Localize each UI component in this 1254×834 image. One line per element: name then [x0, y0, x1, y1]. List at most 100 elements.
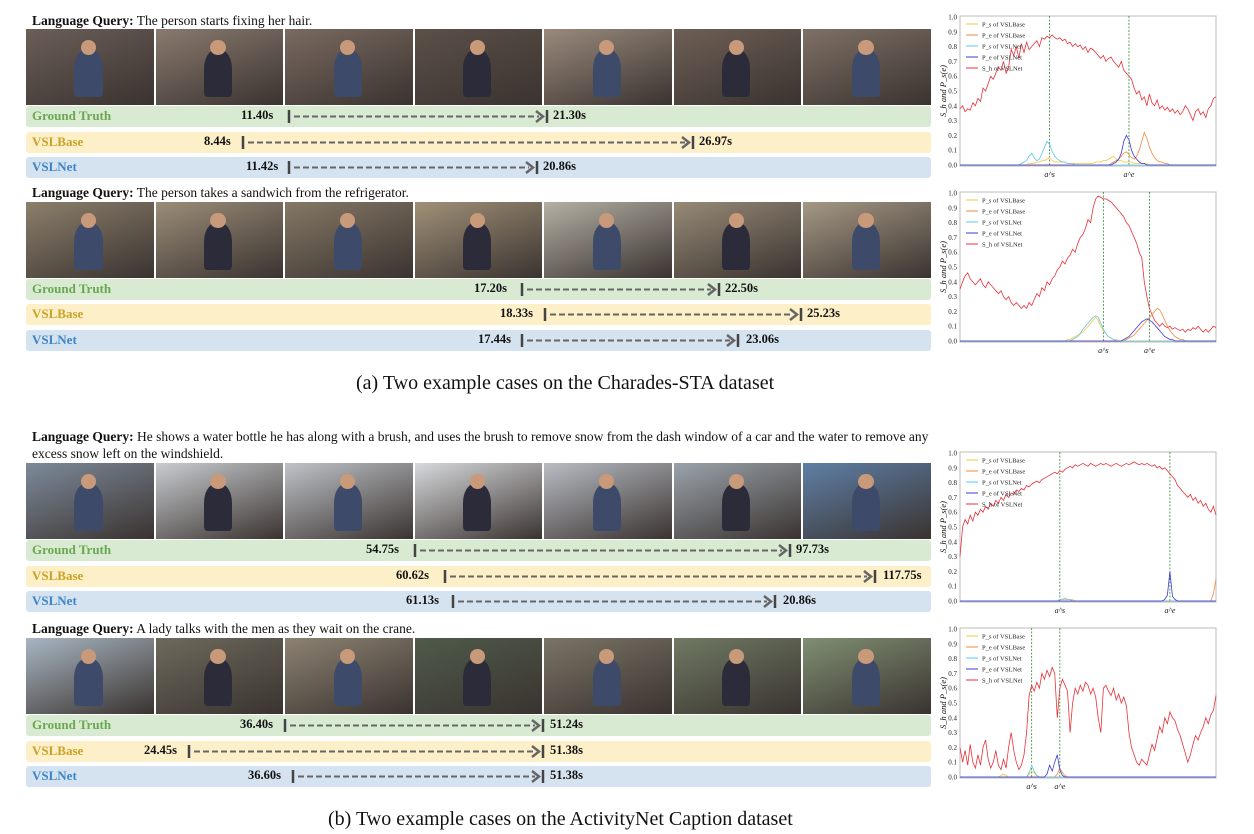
span-arrow: [543, 308, 803, 321]
query-sentence: A lady talks with the men as they wait o…: [136, 621, 416, 636]
end-time: 51.24s: [550, 717, 583, 731]
video-frame: [673, 638, 802, 714]
dashed-arrow-icon: [287, 161, 539, 174]
legend-entry: P_s of VSLBase: [982, 22, 1025, 29]
legend-entry: P_s of VSLNet: [982, 220, 1022, 227]
ground-truth-row: Ground Truth 54.75s 97.73s: [26, 540, 931, 561]
video-frame: [285, 463, 413, 539]
video-frame: [155, 29, 284, 105]
legend-entry: P_s of VSLNet: [982, 44, 1022, 51]
y-tick-label: 0.0: [948, 598, 957, 606]
dashed-arrow-icon: [187, 745, 545, 758]
y-tick-label: 0.9: [948, 640, 957, 648]
vslnet-row: VSLNet 61.13s 20.86s: [26, 591, 931, 612]
y-tick-label: 0.3: [948, 117, 957, 125]
y-tick-label: 0.5: [948, 264, 957, 272]
person-head: [340, 39, 356, 55]
person-head: [858, 39, 874, 55]
person-head: [210, 648, 226, 664]
dashed-arrow-icon: [291, 770, 545, 783]
probability-chart: 0.0 0.1 0.2 0.3 0.4 0.5 0.6 0.7 0.8 0.9 1.0 S_h and…: [938, 446, 1218, 618]
person-head: [210, 39, 226, 55]
start-time: 17.44s: [478, 332, 511, 346]
probability-chart: 0.0 0.1 0.2 0.3 0.4 0.5 0.6 0.7 0.8 0.9 1.0 S_h and…: [938, 622, 1218, 794]
start-time: 18.33s: [500, 306, 533, 320]
person-head: [80, 473, 97, 489]
person-head: [858, 473, 874, 489]
vslnet-row: VSLNet 36.60s 51.38s: [26, 766, 931, 787]
end-time: 51.38s: [550, 768, 583, 782]
row-label: Ground Truth: [32, 542, 112, 557]
video-frame: [285, 638, 413, 714]
ground-truth-row: Ground Truth 36.40s 51.24s: [26, 715, 931, 736]
video-frame: [285, 202, 413, 278]
query-text: Language Query: The person takes a sandw…: [32, 184, 409, 201]
person-figure: [592, 50, 621, 98]
end-time: 22.50s: [725, 281, 758, 295]
y-tick-label: 0.6: [948, 249, 957, 257]
person-figure: [722, 484, 751, 532]
y-tick-label: 0.8: [948, 655, 957, 663]
legend-entry: P_s of VSLNet: [982, 480, 1022, 487]
video-frame: [155, 638, 284, 714]
person-figure: [722, 50, 751, 98]
row-label: VSLBase: [32, 568, 84, 583]
dashed-arrow-icon: [520, 283, 721, 296]
y-tick-label: 0.0: [948, 162, 957, 170]
vslnet-row: VSLNet 17.44s 23.06s: [26, 330, 931, 351]
y-tick-label: 1.0: [948, 190, 957, 198]
legend-entry: P_e of VSLBase: [982, 645, 1025, 652]
video-frames: [26, 29, 932, 105]
row-label: VSLNet: [32, 768, 77, 783]
y-tick-label: 0.4: [948, 714, 957, 722]
end-time: 51.38s: [550, 743, 583, 757]
person-head: [80, 212, 97, 228]
y-tick-label: 0.2: [948, 744, 957, 752]
person-head: [469, 212, 485, 228]
person-figure: [851, 223, 880, 271]
dashed-arrow-icon: [283, 719, 545, 732]
dashed-arrow-icon: [413, 544, 792, 557]
person-figure: [74, 484, 103, 532]
vslbase-row: VSLBase 60.62s 117.75s: [26, 566, 931, 587]
end-time: 117.75s: [883, 568, 922, 582]
caption-a: (a) Two example cases on the Charades-ST…: [356, 372, 775, 394]
row-label: VSLNet: [32, 332, 77, 347]
video-frame: [544, 638, 672, 714]
y-tick-label: 0.9: [948, 464, 957, 472]
row-label: Ground Truth: [32, 108, 112, 123]
video-frame: [544, 463, 672, 539]
y-tick-label: 1.0: [948, 626, 957, 634]
vslbase-row: VSLBase 18.33s 25.23s: [26, 304, 931, 325]
person-head: [469, 39, 485, 55]
y-axis-label: S_h and P_s(e): [938, 677, 948, 729]
row-label: VSLNet: [32, 593, 77, 608]
video-frame: [414, 202, 543, 278]
probability-chart: 0.0 0.1 0.2 0.3 0.4 0.5 0.6 0.7 0.8 0.9 1.0 S_h and…: [938, 10, 1218, 182]
span-arrow: [520, 334, 740, 347]
vslnet-row: VSLNet 11.42s 20.86s: [26, 157, 931, 178]
person-figure: [333, 659, 362, 707]
y-tick-label: 0.0: [948, 338, 957, 346]
y-tick-label: 0.9: [948, 204, 957, 212]
y-tick-label: 0.1: [948, 147, 957, 155]
legend: P_s of VSLBase P_e of VSLBase P_s of VSLNe…: [966, 22, 1025, 73]
person-head: [728, 648, 745, 664]
legend-entry: P_e of VSLNet: [982, 491, 1022, 498]
end-time: 25.23s: [807, 306, 840, 320]
y-tick-label: 0.6: [948, 685, 957, 693]
x-tick-label: a^e: [1164, 606, 1175, 615]
video-frame: [26, 202, 154, 278]
legend-entry: P_s of VSLBase: [982, 634, 1025, 641]
y-tick-label: 0.6: [948, 509, 957, 517]
y-axis-label: S_h and P_s(e): [938, 501, 948, 553]
y-tick-label: 0.1: [948, 323, 957, 331]
vslbase-row: VSLBase 24.45s 51.38s: [26, 741, 931, 762]
end-time: 97.73s: [796, 542, 829, 556]
span-arrow: [187, 745, 545, 758]
end-time: 23.06s: [746, 332, 779, 346]
person-figure: [463, 50, 492, 98]
y-tick-label: 0.5: [948, 700, 957, 708]
video-frame: [673, 463, 802, 539]
chart-svg: 0.0 0.1 0.2 0.3 0.4 0.5 0.6 0.7 0.8 0.9 1.0 S_h and…: [938, 14, 1217, 179]
